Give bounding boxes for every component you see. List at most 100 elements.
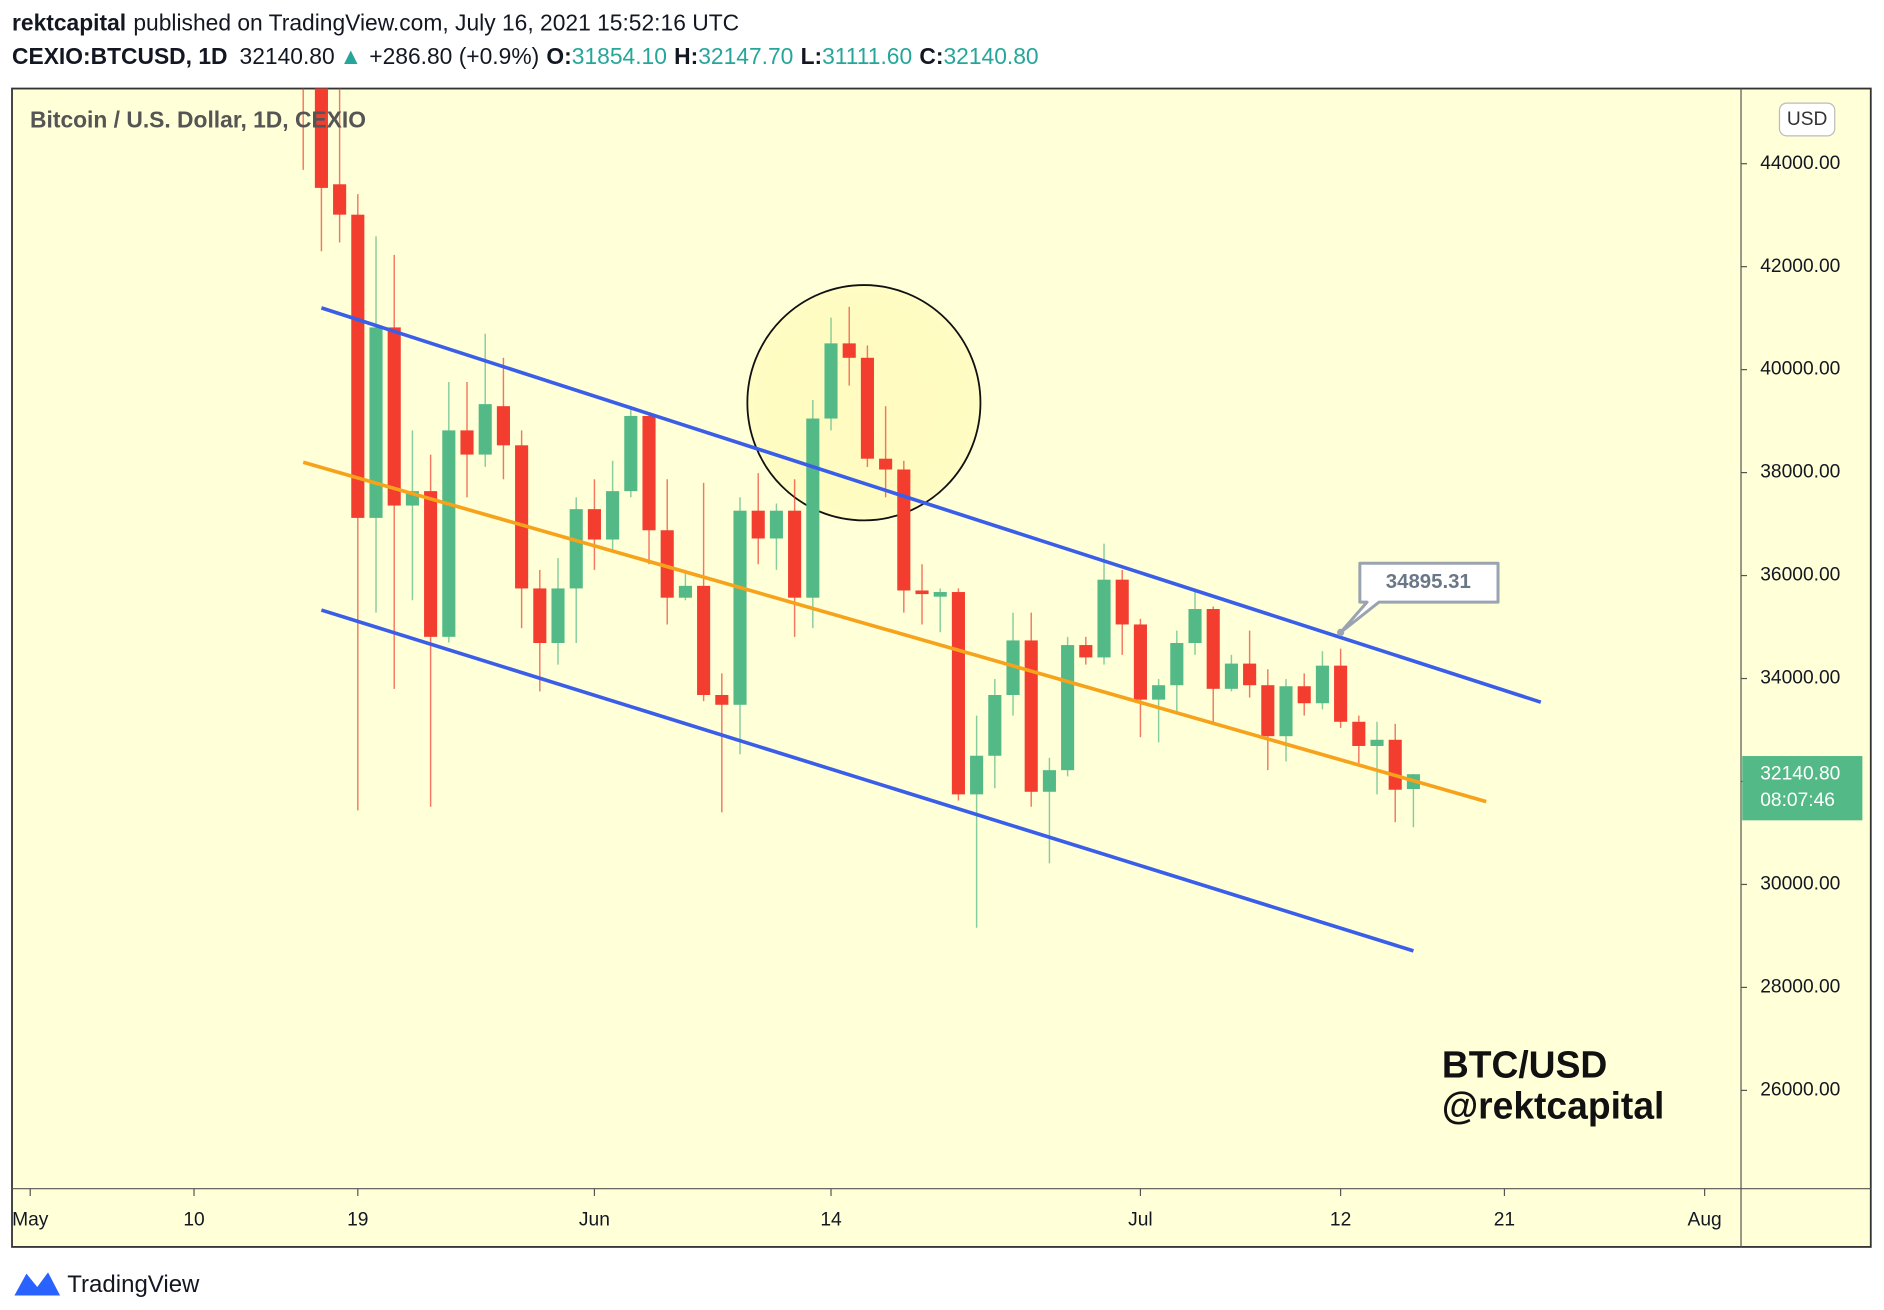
tradingview-logo[interactable]: [14, 1272, 61, 1296]
candle-body: [697, 585, 711, 695]
y-tick-label: 28000.00: [1760, 976, 1840, 997]
candle-body: [806, 418, 820, 598]
ohlc-label: C:: [919, 43, 943, 69]
candle-body: [1133, 624, 1147, 700]
candle-body: [515, 445, 529, 589]
candle-body: [1152, 685, 1166, 700]
watermark: BTC/USD: [1442, 1043, 1607, 1085]
footer-brand[interactable]: TradingView: [67, 1271, 200, 1298]
candle-body: [587, 509, 601, 540]
candle-body: [533, 588, 547, 644]
candle-body: [624, 415, 638, 492]
ohlc-label: L:: [801, 43, 823, 69]
candle-body: [824, 343, 838, 419]
currency: USD: [1787, 109, 1828, 130]
candle-body: [1297, 686, 1311, 704]
y-tick-label: 30000.00: [1760, 873, 1840, 894]
legend-title: Bitcoin / U.S. Dollar, 1D, CEXIO: [30, 106, 366, 132]
symbol: CEXIO:BTCUSD, 1D: [12, 43, 227, 69]
x-tick-label: Jun: [579, 1209, 610, 1230]
candle-body: [478, 404, 492, 455]
candle-body: [860, 357, 874, 459]
y-tick-label: 42000.00: [1760, 256, 1840, 277]
ohlc-value: 31111.60: [822, 43, 912, 69]
candle-body: [933, 592, 947, 597]
candle-body: [1042, 770, 1056, 792]
candle-body: [1206, 609, 1220, 689]
candle-body: [1261, 685, 1275, 737]
candle-body: [1352, 721, 1366, 746]
trend-line: [320, 608, 1414, 953]
candle-body: [1334, 665, 1348, 722]
candle-body: [1061, 645, 1075, 771]
candle-body: [988, 694, 1002, 756]
candle-body: [951, 592, 965, 795]
candle-body: [897, 469, 911, 591]
candle-body: [551, 588, 565, 644]
countdown-label: 08:07:46: [1760, 790, 1835, 811]
candle-body: [333, 184, 347, 215]
annotation-bubble: [1339, 561, 1500, 634]
candle-body: [715, 694, 729, 705]
candle-body: [369, 327, 383, 518]
y-tick-label: 38000.00: [1760, 462, 1840, 483]
ohlc-label: O:: [546, 43, 571, 69]
candle-body: [751, 510, 765, 539]
candle-body: [1279, 686, 1293, 737]
candle-body: [606, 491, 620, 540]
currency-badge[interactable]: [1778, 102, 1836, 137]
x-tick-label: 21: [1494, 1209, 1515, 1230]
candle-body: [1388, 739, 1402, 790]
ohlc-value: 31854.10: [572, 43, 667, 69]
candle-body: [1079, 645, 1093, 658]
candle-body: [460, 430, 474, 455]
price-label: 32140.80: [1760, 763, 1840, 784]
chart-frame: [11, 87, 1872, 1248]
publish-line: rektcapital published on TradingView.com,…: [12, 9, 739, 35]
x-tick-label: 19: [347, 1209, 368, 1230]
candle-body: [1170, 643, 1184, 686]
last-price: 32140.80: [240, 43, 335, 69]
candle-body: [915, 590, 929, 595]
candle-body: [1370, 739, 1384, 746]
candle-body: [569, 509, 583, 589]
x-tick-label: 10: [183, 1209, 204, 1230]
x-tick-label: Aug: [1688, 1209, 1722, 1230]
candle-body: [733, 510, 747, 705]
candle-body: [678, 585, 692, 598]
candle-body: [351, 214, 365, 518]
y-tick-label: 34000.00: [1760, 668, 1840, 689]
trend-line: [302, 460, 1487, 804]
symbol-line: CEXIO:BTCUSD, 1D 32140.80 ▲ +286.80 (+0.9%)…: [12, 43, 1039, 69]
candle-body: [769, 510, 783, 539]
change: +286.80 (+0.9%): [369, 43, 539, 69]
candle-body: [314, 88, 328, 188]
x-tick-label: May: [12, 1209, 49, 1230]
author: rektcapital: [12, 9, 126, 35]
y-tick-label: 44000.00: [1760, 153, 1840, 174]
trend-line: [320, 306, 1542, 704]
price-label-box: [1742, 756, 1863, 821]
candle-body: [387, 327, 401, 506]
watermark: @rektcapital: [1442, 1084, 1665, 1126]
candle-body: [660, 530, 674, 598]
candle-body: [1115, 579, 1129, 625]
candle-body: [496, 406, 510, 446]
candle-body: [1243, 663, 1257, 686]
up-arrow: ▲: [339, 43, 362, 69]
x-tick-label: 14: [820, 1209, 842, 1230]
y-tick-label: 26000.00: [1760, 1079, 1840, 1100]
candle-body: [970, 755, 984, 795]
candle-body: [1188, 609, 1202, 644]
ohlc-label: H:: [674, 43, 698, 69]
annotation-label: 34895.31: [1386, 570, 1471, 593]
ohlc-value: 32140.80: [943, 43, 1038, 69]
candle-body: [788, 510, 802, 598]
candle-body: [1224, 663, 1238, 689]
candle-body: [642, 415, 656, 531]
published: published on TradingView.com, July 16, 2…: [133, 9, 739, 35]
candle-body: [879, 458, 893, 470]
x-tick-label: Jul: [1128, 1209, 1153, 1230]
